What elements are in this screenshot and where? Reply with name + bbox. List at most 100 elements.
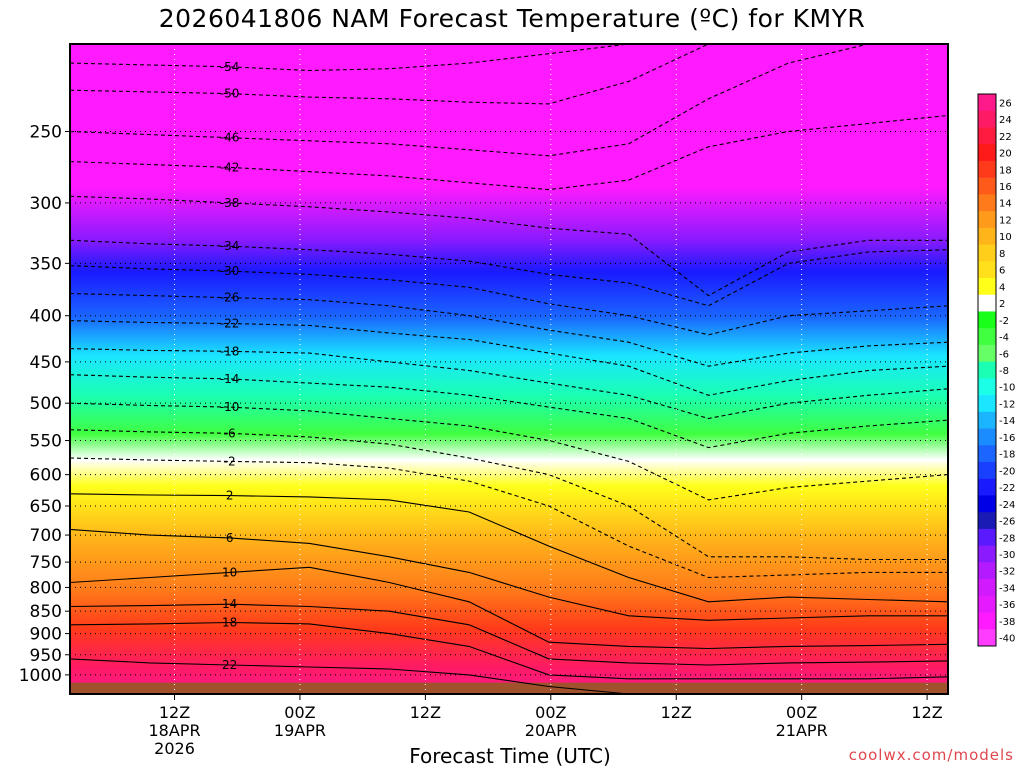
y-tick-label: 350 bbox=[30, 254, 62, 274]
contour-label: -30 bbox=[220, 264, 240, 278]
colorbar-swatch bbox=[978, 462, 996, 480]
x-tick-label: 2026 bbox=[154, 739, 195, 758]
y-tick-label: 450 bbox=[30, 353, 62, 373]
colorbar-label: -34 bbox=[999, 583, 1015, 594]
colorbar-label: -20 bbox=[999, 466, 1015, 477]
contour--6 bbox=[70, 429, 948, 561]
contour-label: -46 bbox=[220, 131, 240, 145]
colorbar-swatch bbox=[978, 227, 996, 246]
chart-title: 2026041806 NAM Forecast Temperature (ºC)… bbox=[158, 4, 866, 33]
colorbar-swatch bbox=[978, 428, 996, 446]
contour-label: -26 bbox=[220, 291, 240, 305]
contour-label: 10 bbox=[222, 565, 237, 579]
colorbar-swatch bbox=[978, 311, 996, 329]
colorbar-swatch bbox=[978, 261, 996, 279]
x-tick-label: 19APR bbox=[274, 721, 326, 740]
colorbar-swatch bbox=[978, 478, 996, 496]
colorbar-swatch bbox=[978, 328, 996, 346]
colorbar-swatch bbox=[978, 94, 996, 112]
colorbar-label: -16 bbox=[999, 433, 1015, 444]
colorbar-label: 10 bbox=[999, 232, 1012, 243]
colorbar-legend: 26 24 22 20 18 16 14 12 10 8 6 4 2 -2 -4 -6 -8 -10 -12 -14 -… bbox=[977, 93, 1015, 647]
contour-6 bbox=[70, 528, 948, 621]
colorbar-label: -38 bbox=[999, 617, 1015, 628]
y-tick-label: 800 bbox=[30, 578, 62, 598]
colorbar-swatch bbox=[978, 629, 996, 647]
colorbar-swatch bbox=[978, 110, 996, 128]
credit-link[interactable]: coolwx.com/models bbox=[848, 746, 1014, 764]
contour-label: 14 bbox=[222, 597, 237, 611]
colorbar-label: 8 bbox=[999, 249, 1005, 260]
colorbar-frame bbox=[977, 93, 997, 647]
x-tick-label: 12Z bbox=[159, 703, 190, 722]
contour-14 bbox=[70, 603, 948, 666]
contour--38 bbox=[70, 195, 948, 297]
colorbar-label: -18 bbox=[999, 450, 1015, 461]
contour-label: 2 bbox=[226, 489, 234, 503]
x-axis-label: Forecast Time (UTC) bbox=[409, 744, 611, 768]
contour-label: -18 bbox=[220, 344, 240, 358]
y-tick-label: 600 bbox=[30, 466, 62, 486]
colorbar-swatch bbox=[978, 294, 996, 312]
colorbar-swatch bbox=[978, 211, 996, 229]
y-tick-label: 700 bbox=[30, 526, 62, 546]
colorbar-label: -32 bbox=[999, 567, 1015, 578]
contour-label: -54 bbox=[220, 60, 240, 74]
x-tick-label: 18APR bbox=[148, 721, 200, 740]
contour-label: -38 bbox=[220, 196, 240, 210]
y-tick-label: 500 bbox=[30, 394, 62, 414]
colorbar-swatch bbox=[978, 194, 996, 212]
colorbar-label: -36 bbox=[999, 600, 1015, 611]
colorbar-label: -10 bbox=[999, 383, 1015, 394]
y-tick-label: 250 bbox=[30, 122, 62, 142]
colorbar-label: -12 bbox=[999, 399, 1015, 410]
colorbar-swatch bbox=[978, 545, 996, 563]
contour-2 bbox=[70, 493, 948, 603]
contour-label: 18 bbox=[222, 616, 237, 630]
colorbar-swatch bbox=[978, 361, 996, 379]
colorbar-label: 2 bbox=[999, 299, 1005, 310]
colorbar-swatch bbox=[978, 127, 996, 145]
colorbar-label: -40 bbox=[999, 634, 1015, 645]
colorbar-label: -6 bbox=[999, 349, 1009, 360]
gridlines bbox=[70, 44, 948, 694]
colorbar-label: 12 bbox=[999, 215, 1012, 226]
colorbar-label: -28 bbox=[999, 533, 1015, 544]
colorbar-label: 16 bbox=[999, 182, 1012, 193]
x-tick-label: 12Z bbox=[410, 703, 441, 722]
y-tick-label: 900 bbox=[30, 625, 62, 645]
colorbar-swatch bbox=[978, 278, 996, 296]
contour-10 bbox=[70, 566, 948, 650]
colorbar-swatch bbox=[978, 160, 996, 179]
contour-label: -42 bbox=[220, 160, 240, 174]
colorbar-label: 26 bbox=[999, 98, 1012, 109]
colorbar-swatch bbox=[978, 495, 996, 513]
contour-label: -22 bbox=[220, 316, 240, 330]
plot-frame bbox=[69, 43, 949, 695]
y-tick-label: 550 bbox=[30, 432, 62, 452]
x-tick-label: 21APR bbox=[776, 721, 828, 740]
contour-18 bbox=[70, 621, 948, 680]
colorbar-label: 6 bbox=[999, 266, 1005, 277]
colorbar-label: -2 bbox=[999, 316, 1009, 327]
contour-label: 6 bbox=[226, 531, 234, 545]
colorbar-label: 18 bbox=[999, 165, 1012, 176]
contour-label: -34 bbox=[220, 239, 240, 253]
x-tick-label: 00Z bbox=[786, 703, 817, 722]
colorbar-label: 4 bbox=[999, 282, 1005, 293]
colorbar-swatch bbox=[978, 512, 996, 530]
y-tick-label: 850 bbox=[30, 602, 62, 622]
colorbar-label: -24 bbox=[999, 500, 1015, 511]
contour-label: -50 bbox=[220, 87, 240, 101]
colorbar-label: -8 bbox=[999, 366, 1009, 377]
ground-surface bbox=[70, 682, 948, 694]
y-tick-label: 750 bbox=[30, 553, 62, 573]
colorbar-swatch bbox=[978, 445, 996, 463]
colorbar-swatch bbox=[978, 411, 996, 430]
y-tick-label: 950 bbox=[30, 646, 62, 666]
colorbar-label: 14 bbox=[999, 199, 1012, 210]
y-tick-label: 300 bbox=[30, 194, 62, 214]
plot-background bbox=[70, 44, 948, 694]
